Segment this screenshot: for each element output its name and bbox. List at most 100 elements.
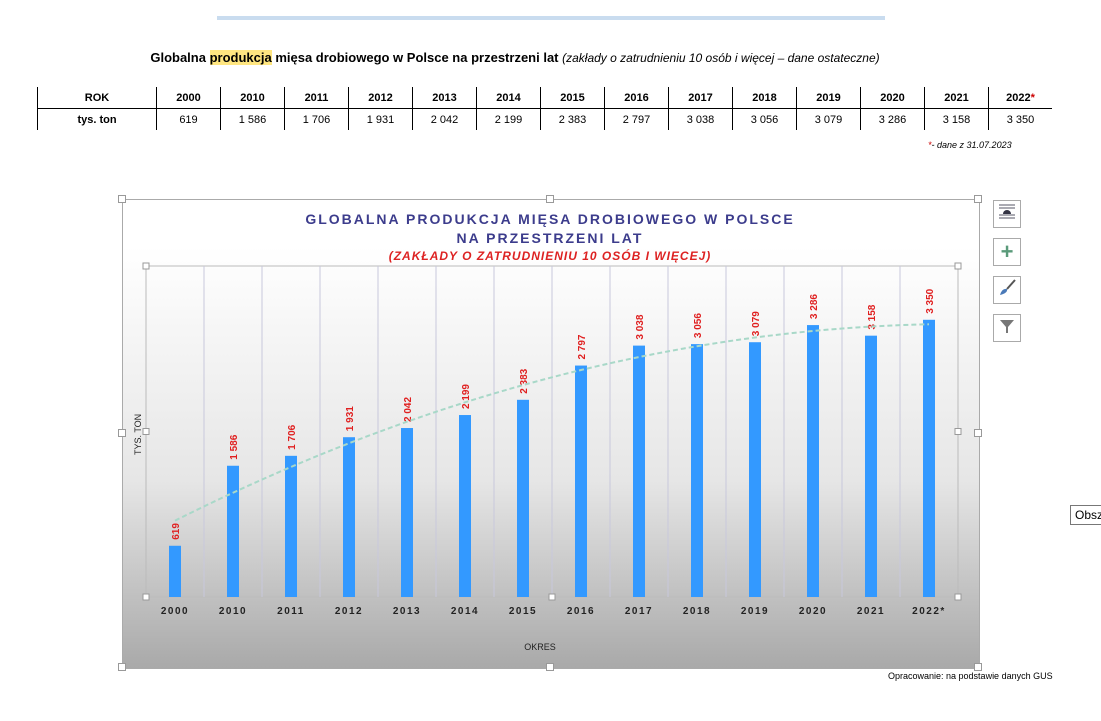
bar[interactable] xyxy=(633,345,645,597)
table-header-year: 2014 xyxy=(476,87,541,109)
table-header-year: 2020 xyxy=(860,87,925,109)
x-axis-title: OKRES xyxy=(524,642,556,652)
bar[interactable] xyxy=(227,465,239,597)
y-axis-title: TYS. TON xyxy=(133,414,143,455)
table-header-year: 2017 xyxy=(668,87,733,109)
table-row-years: ROK 2000 2010 2011 2012 2013 2014 2015 2016 2017 2… xyxy=(37,87,1052,109)
data-label: 1 586 xyxy=(229,434,240,459)
trendline xyxy=(174,323,930,522)
table-header-year: 2021 xyxy=(924,87,989,109)
table-cell-value: 2 383 xyxy=(540,108,605,130)
chart-filters-button[interactable] xyxy=(993,314,1021,342)
data-label: 619 xyxy=(171,523,182,540)
table-cell-value: 3 079 xyxy=(796,108,861,130)
x-tick-label: 2012 xyxy=(335,606,363,617)
bar[interactable] xyxy=(691,344,703,597)
plot-resize-handle[interactable] xyxy=(954,428,962,435)
x-tick-label: 2017 xyxy=(625,606,653,617)
resize-handle[interactable] xyxy=(546,195,554,203)
x-tick-label: 2022* xyxy=(912,606,946,617)
tooltip: Obsz xyxy=(1070,505,1101,525)
table-cell-value: 2 199 xyxy=(476,108,541,130)
data-label: 2 797 xyxy=(577,334,588,359)
bar[interactable] xyxy=(169,545,181,597)
plot-resize-handle[interactable] xyxy=(954,593,962,601)
data-label: 3 079 xyxy=(751,311,762,336)
bar[interactable] xyxy=(575,365,587,597)
data-label: 3 350 xyxy=(925,288,936,313)
table-header-year: 2010 xyxy=(220,87,285,109)
resize-handle[interactable] xyxy=(546,663,554,671)
x-tick-label: 2014 xyxy=(451,606,479,617)
x-tick-label: 2013 xyxy=(393,606,421,617)
bar[interactable] xyxy=(343,437,355,597)
plot-resize-handle[interactable] xyxy=(548,593,556,601)
data-label: 2 199 xyxy=(461,384,472,409)
data-table: ROK 2000 2010 2011 2012 2013 2014 2015 2016 2017 2… xyxy=(37,87,1052,130)
plot-resize-handle[interactable] xyxy=(142,262,150,270)
table-cell-value: 1 706 xyxy=(284,108,349,130)
resize-handle[interactable] xyxy=(974,663,982,671)
bar[interactable] xyxy=(807,325,819,597)
data-label: 1 931 xyxy=(345,406,356,431)
chart-frame[interactable] xyxy=(122,199,980,669)
plus-icon: + xyxy=(1000,239,1014,264)
resize-handle[interactable] xyxy=(118,195,126,203)
x-tick-label: 2000 xyxy=(161,606,189,617)
table-header-year: 2011 xyxy=(284,87,349,109)
bar[interactable] xyxy=(749,342,761,597)
data-label: 3 038 xyxy=(635,314,646,339)
table-cell-value: 619 xyxy=(156,108,221,130)
x-tick-label: 2016 xyxy=(567,606,595,617)
resize-handle[interactable] xyxy=(118,663,126,671)
chart-subtitle: (ZAKŁADY O ZATRUDNIENIU 10 OSÓB I WIĘCEJ… xyxy=(388,249,712,263)
layout-options-button[interactable] xyxy=(993,200,1021,228)
table-row-values: tys. ton 619 1 586 1 706 1 931 2 042 2 199 2 38… xyxy=(37,108,1052,130)
bar[interactable] xyxy=(517,399,529,597)
table-cell-value: 3 056 xyxy=(732,108,797,130)
resize-handle[interactable] xyxy=(974,429,982,437)
layout-options-icon xyxy=(997,203,1017,226)
page-title: Globalna produkcja mięsa drobiowego w Po… xyxy=(150,50,880,65)
table-header-year: 2000 xyxy=(156,87,221,109)
table-header-year: 2013 xyxy=(412,87,477,109)
resize-handle[interactable] xyxy=(118,429,126,437)
bar[interactable] xyxy=(923,319,935,597)
chart-styles-button[interactable] xyxy=(993,276,1021,304)
plot-resize-handle[interactable] xyxy=(142,428,150,435)
x-tick-label: 2021 xyxy=(857,606,885,617)
table-cell-value: 1 931 xyxy=(348,108,413,130)
bar[interactable] xyxy=(285,455,297,597)
table-header-year: 2018 xyxy=(732,87,797,109)
resize-handle[interactable] xyxy=(974,195,982,203)
table-cell-value: 2 797 xyxy=(604,108,669,130)
chart-title: GLOBALNA PRODUKCJA MIĘSA DROBIOWEGO W PO… xyxy=(305,211,795,227)
table-cell-value: 3 350 xyxy=(988,108,1052,130)
row-label: ROK xyxy=(37,87,157,109)
top-rule xyxy=(217,16,885,20)
table-header-year: 2016 xyxy=(604,87,669,109)
footnote: *- dane z 31.07.2023 xyxy=(928,140,1012,150)
table-cell-value: 3 286 xyxy=(860,108,925,130)
bar[interactable] xyxy=(459,415,471,597)
chart-elements-button[interactable]: + xyxy=(993,238,1021,266)
table-header-year: 2012 xyxy=(348,87,413,109)
x-tick-label: 2015 xyxy=(509,606,537,617)
plot-resize-handle[interactable] xyxy=(954,262,962,270)
bar[interactable] xyxy=(401,428,413,597)
chart-title-line2: NA PRZESTRZENI LAT xyxy=(456,230,644,246)
data-label: 1 706 xyxy=(287,424,298,449)
bar[interactable] xyxy=(865,335,877,597)
table-cell-value: 3 038 xyxy=(668,108,733,130)
plot-resize-handle[interactable] xyxy=(142,593,150,601)
x-tick-label: 2019 xyxy=(741,606,769,617)
data-label: 2 383 xyxy=(519,368,530,393)
table-cell-value: 1 586 xyxy=(220,108,285,130)
table-header-year: 2019 xyxy=(796,87,861,109)
filter-icon xyxy=(998,317,1016,340)
x-tick-label: 2010 xyxy=(219,606,247,617)
data-label: 3 056 xyxy=(693,313,704,338)
source-note: Opracowanie: na podstawie danych GUS xyxy=(888,671,1053,681)
table-cell-value: 3 158 xyxy=(924,108,989,130)
